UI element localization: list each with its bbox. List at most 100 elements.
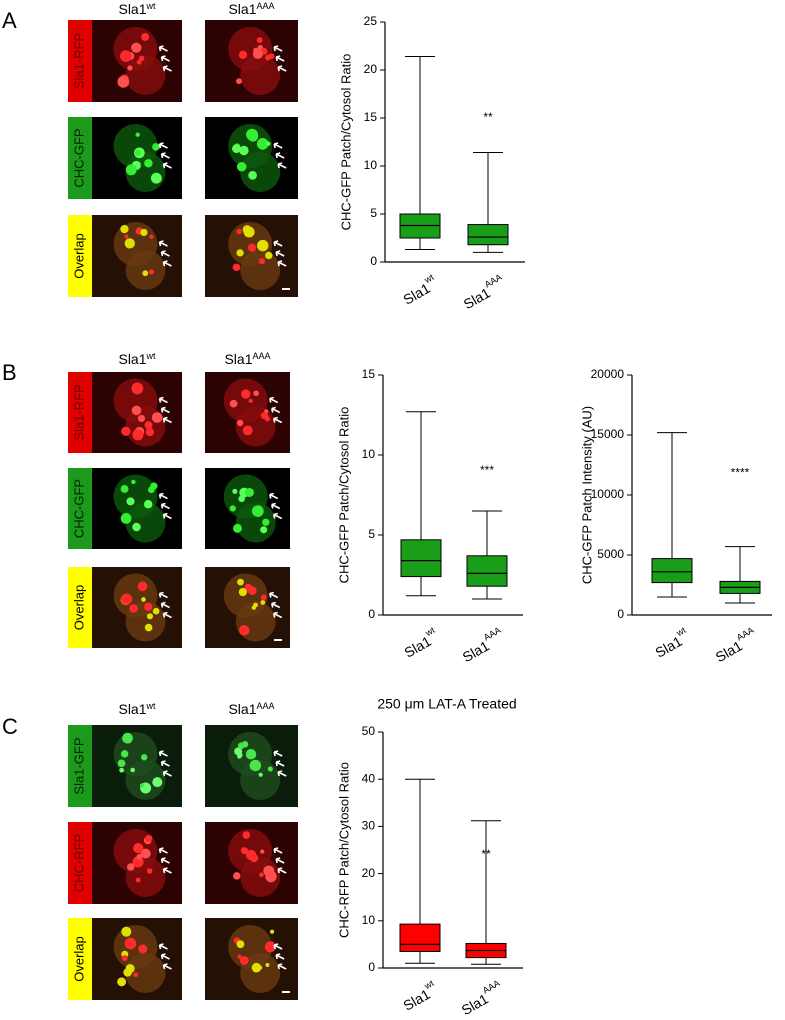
spot (121, 426, 131, 436)
spot (260, 600, 266, 605)
y-tick-label: 0 (368, 960, 375, 974)
y-tick-label: 10 (362, 447, 376, 461)
spot (151, 412, 163, 423)
spot (136, 59, 142, 65)
cell (240, 152, 281, 192)
column-header-base: Sla1 (228, 1, 256, 17)
spot (140, 228, 148, 237)
spot (242, 425, 253, 436)
spot (245, 748, 257, 760)
spot (232, 144, 241, 154)
box (466, 555, 508, 587)
spot (135, 877, 141, 883)
arrow (270, 601, 281, 609)
arrow (275, 953, 285, 960)
arrow (160, 55, 170, 62)
x-tick-label-sup: AAA (482, 625, 503, 643)
spot (120, 50, 132, 62)
spot (233, 523, 242, 533)
spot (236, 161, 247, 172)
y-tick-label: 40 (362, 771, 376, 785)
spot (242, 831, 251, 839)
x-tick-label: Sla1wt (399, 978, 442, 1014)
arrow (268, 396, 279, 404)
arrow (277, 65, 287, 72)
cell (125, 55, 166, 95)
spot (152, 607, 160, 615)
channel-label: Sla1-GFP (71, 737, 86, 794)
channel-label-box (68, 372, 92, 453)
cell (240, 250, 281, 290)
arrow (275, 760, 285, 767)
arrow (162, 770, 172, 777)
spot (236, 940, 245, 949)
box (651, 558, 693, 584)
spot (238, 50, 248, 60)
channel-label: CHC-GFP (71, 479, 86, 538)
y-axis-title: CHC-GFP Patch/Cytosol Ratio (336, 407, 351, 584)
spot (258, 258, 266, 265)
spot (239, 955, 249, 965)
spot (267, 766, 273, 772)
cell (125, 760, 166, 800)
channel-label-box (68, 215, 92, 297)
spot (236, 419, 244, 427)
column-header-base: Sla1 (118, 701, 146, 717)
spot (124, 238, 135, 249)
spot (270, 929, 275, 934)
spot (240, 847, 248, 855)
spot (131, 479, 136, 485)
spot (120, 512, 132, 524)
y-tick-label: 5 (370, 206, 377, 220)
arrow (272, 416, 283, 424)
spot (247, 586, 257, 596)
arrow (162, 963, 172, 970)
spot (119, 767, 125, 773)
spot (134, 149, 141, 156)
channel-label-box (68, 20, 92, 102)
spot (148, 269, 154, 275)
channel-label: Sla1-RFP (71, 384, 86, 440)
spot (256, 138, 269, 150)
arrow (160, 601, 170, 609)
arrow (160, 152, 170, 159)
y-tick-label: 15 (364, 110, 378, 124)
spot (257, 239, 269, 252)
spot (241, 389, 251, 399)
column-header-base: Sla1 (224, 351, 252, 367)
arrow (277, 867, 287, 874)
arrow (162, 65, 172, 72)
column-header: Sla1wt (118, 701, 156, 717)
spot (135, 132, 140, 137)
y-tick-label: 25 (364, 14, 378, 28)
column-header: Sla1AAA (228, 701, 274, 717)
spot (131, 382, 144, 395)
arrow (162, 611, 172, 619)
y-axis-title: CHC-GFP Patch/Cytosol Ratio (338, 54, 353, 231)
spot (120, 593, 133, 605)
spot (121, 955, 128, 961)
spot (142, 270, 149, 277)
channel-label-box (68, 918, 92, 1000)
spot (263, 865, 275, 877)
spot (239, 145, 249, 156)
spot (265, 54, 271, 61)
column-header-base: Sla1 (118, 351, 146, 367)
spot (260, 849, 265, 854)
spot (120, 485, 129, 493)
x-tick-label-sup: AAA (483, 272, 504, 290)
spot (236, 78, 242, 85)
arrow (158, 492, 168, 500)
spot (122, 732, 133, 744)
spot (237, 578, 244, 586)
box (467, 224, 509, 246)
channel-label: CHC-GFP (71, 128, 86, 187)
spot (251, 962, 262, 973)
y-tick-label: 50 (362, 724, 376, 738)
arrow (158, 847, 168, 854)
spot (260, 412, 269, 420)
panel-letter: B (2, 360, 17, 385)
spot (138, 944, 148, 954)
spot (260, 526, 268, 534)
